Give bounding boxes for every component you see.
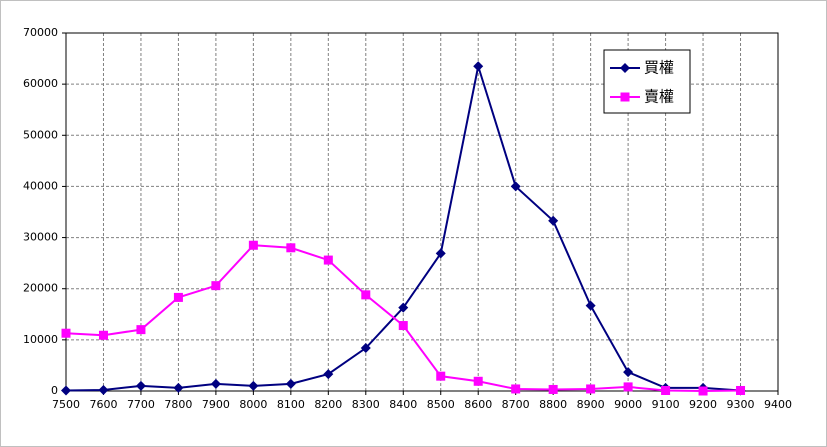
legend-marker — [620, 92, 630, 102]
marker — [323, 369, 334, 380]
marker — [173, 292, 183, 302]
y-tick-label: 10000 — [23, 333, 58, 346]
marker — [473, 376, 483, 386]
marker — [510, 181, 521, 192]
y-tick-label: 40000 — [23, 179, 58, 192]
x-tick-label: 8800 — [539, 398, 567, 411]
x-tick-label: 8200 — [314, 398, 342, 411]
x-tick-label: 7500 — [52, 398, 80, 411]
marker — [136, 325, 146, 335]
y-tick-label: 20000 — [23, 282, 58, 295]
x-tick-label: 9400 — [764, 398, 792, 411]
marker — [436, 371, 446, 381]
marker — [173, 382, 184, 393]
x-tick-label: 9000 — [614, 398, 642, 411]
marker — [211, 281, 221, 291]
x-tick-label: 9100 — [652, 398, 680, 411]
legend-marker — [620, 63, 630, 73]
marker — [285, 378, 296, 389]
x-tick-label: 8000 — [239, 398, 267, 411]
x-tick-label: 9300 — [727, 398, 755, 411]
marker — [398, 321, 408, 331]
marker — [135, 380, 146, 391]
marker — [548, 384, 558, 394]
marker — [61, 385, 71, 396]
marker — [98, 330, 108, 340]
marker — [585, 300, 596, 311]
marker — [736, 385, 746, 395]
plot-border — [65, 32, 779, 392]
legend-box — [603, 49, 691, 114]
x-tick-label: 8900 — [577, 398, 605, 411]
y-tick-label: 70000 — [23, 26, 58, 39]
marker — [361, 290, 371, 300]
marker — [248, 240, 258, 250]
marker — [360, 343, 371, 354]
x-tick-label: 8700 — [502, 398, 530, 411]
marker — [586, 384, 596, 394]
x-tick-label: 7900 — [202, 398, 230, 411]
legend-label: 賣權 — [644, 88, 674, 106]
legend-label: 買權 — [644, 59, 674, 77]
marker — [661, 385, 671, 395]
marker — [698, 386, 708, 396]
x-tick-label: 8500 — [427, 398, 455, 411]
marker — [286, 243, 296, 253]
marker — [623, 367, 634, 378]
x-tick-label: 8600 — [464, 398, 492, 411]
marker — [511, 384, 521, 394]
marker — [435, 248, 446, 259]
x-tick-label: 8400 — [389, 398, 417, 411]
y-tick-label: 60000 — [23, 77, 58, 90]
marker — [323, 255, 333, 265]
y-tick-label: 0 — [51, 384, 58, 397]
x-tick-label: 8100 — [277, 398, 305, 411]
x-tick-label: 7700 — [127, 398, 155, 411]
marker — [548, 215, 559, 226]
x-tick-label: 9200 — [689, 398, 717, 411]
marker — [398, 302, 409, 313]
marker — [623, 382, 633, 392]
x-tick-label: 8300 — [352, 398, 380, 411]
marker — [473, 61, 484, 72]
y-tick-label: 30000 — [23, 231, 58, 244]
x-tick-label: 7600 — [89, 398, 117, 411]
y-tick-label: 50000 — [23, 128, 58, 141]
marker — [61, 328, 71, 338]
marker — [210, 378, 221, 389]
x-tick-label: 7800 — [164, 398, 192, 411]
marker — [98, 384, 109, 395]
marker — [248, 380, 259, 391]
